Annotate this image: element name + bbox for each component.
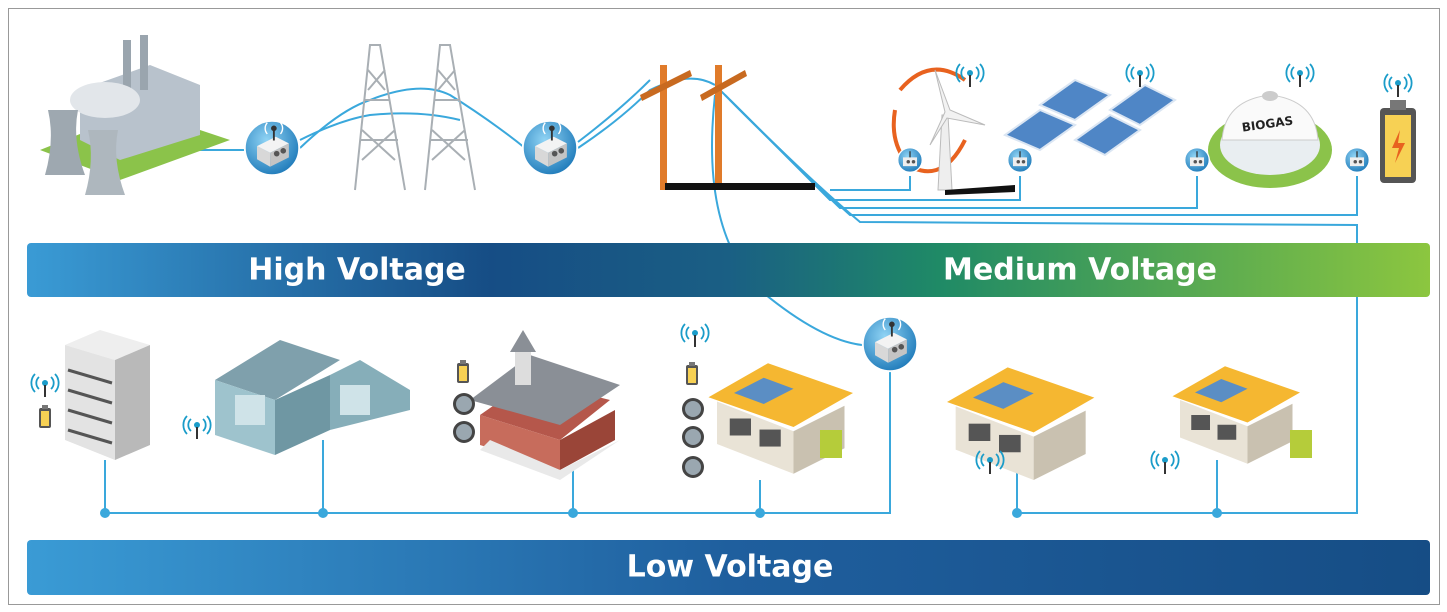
voltage-band <box>27 243 1430 297</box>
battery-icon <box>457 360 469 383</box>
meter <box>863 317 917 371</box>
grid-diagram: BIOGAS High Voltage Medium Voltage <box>0 0 1447 612</box>
meter <box>523 121 577 175</box>
utility-badge <box>682 456 704 478</box>
battery-storage <box>1380 100 1416 183</box>
meter <box>245 121 299 175</box>
band-label: High Voltage <box>248 253 466 288</box>
page: {"labels": {"high_voltage": "High Voltag… <box>0 0 1447 612</box>
battery-icon <box>686 362 698 385</box>
tree <box>820 430 842 458</box>
battery-icon <box>39 405 51 428</box>
utility-badge <box>682 398 704 420</box>
utility-badge <box>682 426 704 448</box>
tree <box>1290 430 1312 458</box>
meter <box>898 148 923 173</box>
utility-badge <box>453 393 475 415</box>
office-tower <box>65 330 150 460</box>
meter <box>1008 148 1033 173</box>
meter <box>1345 148 1370 173</box>
band-label: Low Voltage <box>627 550 834 585</box>
band-label: Medium Voltage <box>943 253 1217 288</box>
frame <box>9 9 1440 605</box>
utility-badge <box>453 421 475 443</box>
meter <box>1185 148 1210 173</box>
